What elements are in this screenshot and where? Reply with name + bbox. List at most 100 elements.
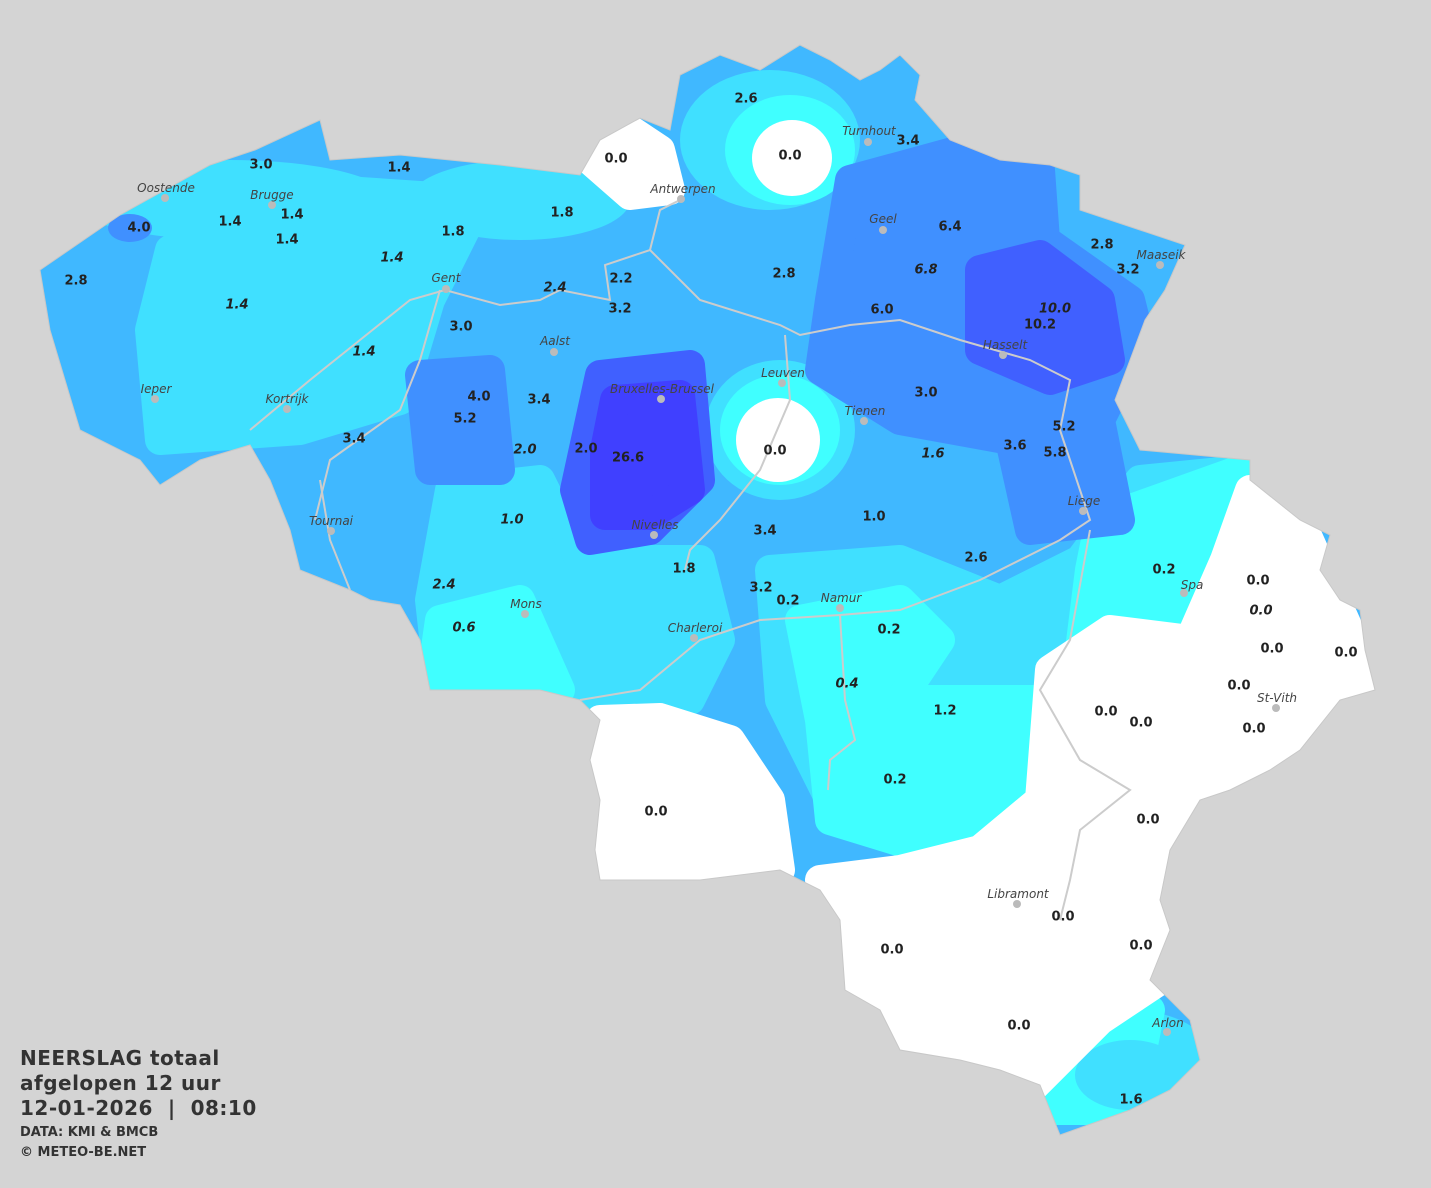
city-label: Bruxelles-Brussel — [610, 382, 715, 396]
station-value: 1.8 — [550, 206, 573, 221]
station-value: 0.2 — [877, 623, 900, 638]
city-label: Kortrijk — [266, 392, 310, 406]
station-value: 3.0 — [914, 386, 937, 401]
city-dot — [1013, 900, 1021, 908]
city-dot — [864, 138, 872, 146]
legend-title: NEERSLAG totaal — [20, 1046, 220, 1070]
layer-none-antwerp-north — [752, 120, 832, 196]
city-label: Gent — [432, 271, 462, 285]
layer-verylight-mons — [415, 585, 575, 705]
map-legend: NEERSLAG totaal afgelopen 12 uur 12-01-2… — [20, 1046, 257, 1163]
station-value: 3.4 — [753, 524, 776, 539]
river-0 — [249, 248, 1092, 701]
city-label: Nivelles — [631, 518, 678, 532]
station-value: 1.4 — [275, 233, 298, 248]
station-value: 4.0 — [127, 221, 150, 236]
river-5 — [827, 614, 857, 791]
station-value: 2.0 — [574, 442, 597, 457]
station-value: 2.8 — [1090, 238, 1113, 253]
station-value: 2.8 — [772, 267, 795, 282]
station-value: 5.2 — [453, 412, 476, 427]
city-dot — [1156, 261, 1164, 269]
station-value: 3.0 — [449, 320, 472, 335]
legend-period: afgelopen 12 uur — [20, 1071, 221, 1095]
station-value: 3.4 — [896, 134, 919, 149]
station-value: 2.8 — [64, 274, 87, 289]
city-label: St-Vith — [1257, 691, 1297, 705]
city-dot — [268, 201, 276, 209]
station-value: 10.2 — [1024, 318, 1056, 333]
station-value: 0.0 — [1249, 604, 1272, 619]
belgium-border — [39, 44, 1376, 1136]
station-value: 1.4 — [225, 298, 248, 313]
city-label: Geel — [869, 212, 897, 226]
station-value: 3.2 — [1116, 263, 1139, 278]
city-dot — [879, 226, 887, 234]
station-value: 6.0 — [870, 303, 893, 318]
city-label: Antwerpen — [649, 182, 715, 196]
station-value: 1.4 — [380, 251, 403, 266]
station-value: 1.8 — [672, 562, 695, 577]
station-value: 1.6 — [1119, 1093, 1142, 1108]
station-value: 2.2 — [609, 272, 632, 287]
river-1 — [319, 479, 351, 591]
city-label: Aalst — [539, 334, 571, 348]
city-dot — [521, 610, 529, 618]
city-dot — [657, 395, 665, 403]
layer-none-leuven — [736, 398, 820, 482]
city-dot — [677, 195, 685, 203]
station-value: 0.0 — [1129, 939, 1152, 954]
layer-heavy-oostende — [108, 214, 152, 242]
river-6 — [1038, 529, 1132, 921]
city-dot — [999, 351, 1007, 359]
station-value: 0.0 — [1136, 813, 1159, 828]
station-value: 0.4 — [835, 677, 858, 692]
layer-light-arlon-core — [1075, 1040, 1185, 1110]
city-dot — [690, 634, 698, 642]
city-label: Ieper — [141, 382, 173, 396]
station-value: 0.0 — [1094, 705, 1117, 720]
legend-source: DATA: KMI & BMCB — [20, 1125, 159, 1140]
layer-extreme-brussels — [590, 380, 705, 530]
station-value: 3.2 — [608, 302, 631, 317]
station-value: 0.0 — [1129, 716, 1152, 731]
station-value: 26.6 — [612, 451, 644, 466]
city-label: Mons — [510, 597, 542, 611]
station-value: 0.0 — [1334, 646, 1357, 661]
city-dot — [151, 395, 159, 403]
station-value: 2.4 — [543, 281, 566, 296]
city-label: Maaseik — [1137, 248, 1187, 262]
station-value: 5.2 — [1052, 420, 1075, 435]
city-label: Namur — [821, 591, 863, 605]
station-value: 2.6 — [964, 551, 987, 566]
station-value: 1.8 — [441, 225, 464, 240]
river-3 — [649, 199, 681, 251]
city-label: Charleroi — [668, 621, 723, 635]
station-value: 0.2 — [883, 773, 906, 788]
river-4 — [684, 334, 792, 571]
station-value: 1.4 — [352, 345, 375, 360]
station-value: 0.0 — [880, 943, 903, 958]
layer-light-north — [410, 160, 630, 240]
station-value: 6.4 — [938, 220, 961, 235]
station-value: 10.0 — [1039, 302, 1071, 317]
station-value: 3.4 — [342, 432, 365, 447]
city-label: Arlon — [1151, 1016, 1183, 1030]
station-value: 0.0 — [1007, 1019, 1030, 1034]
station-value: 1.2 — [933, 704, 956, 719]
layer-heavy-aalst — [405, 355, 515, 485]
layer-veryheavy-hasselt — [965, 240, 1125, 395]
station-value: 0.2 — [1152, 563, 1175, 578]
station-value: 0.0 — [604, 152, 627, 167]
city-dot — [778, 379, 786, 387]
city-dot — [327, 527, 335, 535]
city-dot — [1163, 1028, 1171, 1036]
station-value: 1.4 — [218, 215, 241, 230]
station-value: 0.0 — [1260, 642, 1283, 657]
city-dot — [283, 405, 291, 413]
city-dot — [860, 417, 868, 425]
station-value: 2.0 — [513, 443, 536, 458]
city-label: Turnhout — [842, 124, 897, 138]
